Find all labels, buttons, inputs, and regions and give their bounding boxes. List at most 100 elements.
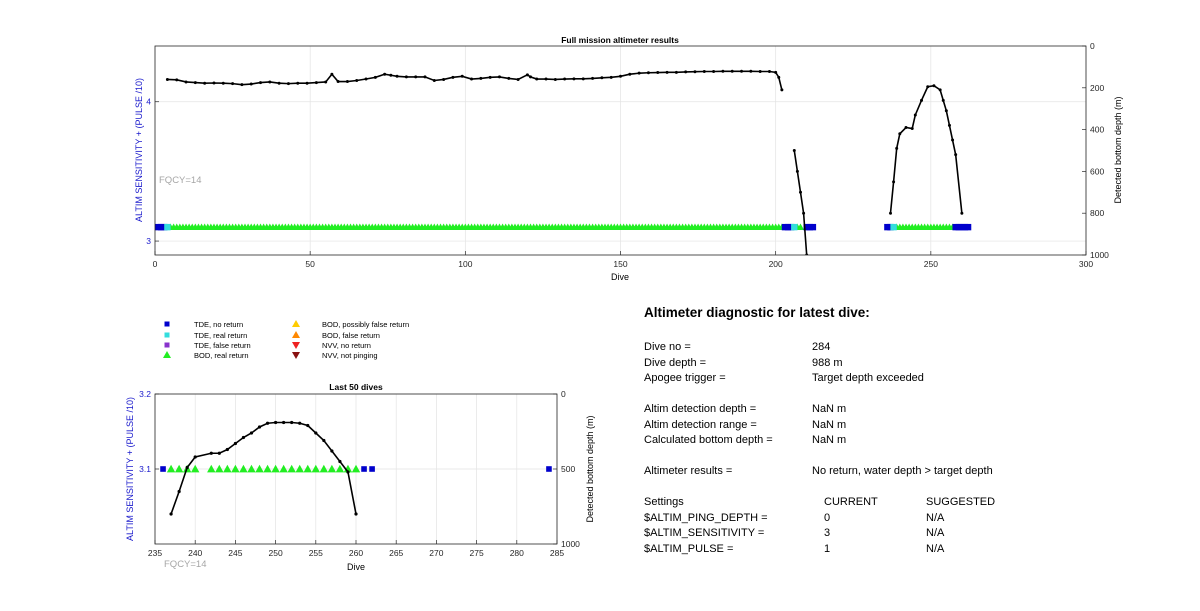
bottom-depth-point <box>414 75 418 79</box>
bottom-depth-point <box>221 81 225 85</box>
bod-real-return-marker <box>191 464 200 473</box>
bottom-depth-point <box>749 69 753 73</box>
bottom-depth-point <box>184 80 188 84</box>
bottom-depth-point <box>944 109 948 113</box>
bottom-depth-point <box>240 83 244 87</box>
legend-item: NVV, not pinging <box>292 351 378 360</box>
y2-tick-label: 0 <box>1090 41 1095 51</box>
bottom-depth-point <box>282 420 286 425</box>
bottom-depth-point <box>941 98 945 102</box>
bottom-depth-point <box>802 211 806 215</box>
bottom-depth-point <box>249 431 254 435</box>
diagnostic-label: Dive no = <box>644 341 691 353</box>
tde-no-return-marker <box>160 466 166 472</box>
bottom-depth-point <box>404 75 408 79</box>
bottom-depth-point <box>479 76 483 80</box>
tde-no-return-marker <box>361 466 367 472</box>
bottom-depth-point <box>165 77 169 81</box>
bottom-depth-point <box>572 77 576 81</box>
diagnostic-row: Apogee trigger = Target depth exceeded <box>644 372 1164 388</box>
bottom-depth-point <box>470 77 474 81</box>
settings-current: 1 <box>824 543 831 555</box>
bottom-depth-point <box>960 211 964 215</box>
y2-tick-label: 800 <box>1090 208 1104 218</box>
bottom-depth-point <box>432 78 436 82</box>
bottom-y-axis-label: ALTIM SENSITIVITY + (PULSE /10) <box>125 397 135 541</box>
x-tick-label: 240 <box>188 548 202 558</box>
bod-real-return-marker <box>174 464 184 473</box>
bottom-depth-point <box>591 76 595 80</box>
tde-real-return-marker <box>890 223 897 231</box>
bottom-depth-point <box>920 98 924 102</box>
top-fqcy-annotation: FQCY=14 <box>159 175 202 186</box>
bottom-depth-point <box>193 81 197 85</box>
bottom-depth-point <box>712 69 716 73</box>
bottom-depth-point <box>277 81 281 85</box>
bottom-depth-point <box>175 78 179 82</box>
bottom-depth-point <box>336 80 340 84</box>
settings-suggested: N/A <box>926 527 945 539</box>
bottom-depth-point <box>721 69 725 73</box>
bottom-depth-point <box>488 75 492 79</box>
diagnostic-value: No return, water depth > target depth <box>812 465 993 477</box>
bottom-depth-point <box>203 81 207 85</box>
bod-real-return-marker <box>231 464 240 473</box>
x-tick-label: 235 <box>148 548 162 558</box>
bottom-depth-point <box>525 73 529 77</box>
top-chart-title: Full mission altimeter results <box>561 35 679 45</box>
bottom-depth-point <box>581 77 585 81</box>
last-50-dives-chart: 235 240 245 250 255 260 265 270 275 280 285 3.1 3.2 0… <box>125 382 595 572</box>
bottom-depth-point <box>529 75 533 79</box>
y-tick-label: 3.1 <box>139 464 151 474</box>
bottom-depth-point <box>516 77 520 81</box>
diagnostic-row: Dive depth = 988 m <box>644 357 1164 373</box>
bottom-depth-point <box>780 88 784 92</box>
bottom-depth-point <box>451 75 455 79</box>
bottom-depth-point <box>305 81 309 85</box>
bottom-depth-point <box>684 70 688 74</box>
y-tick-label: 4 <box>146 97 151 107</box>
bottom-depth-point <box>674 70 678 74</box>
x-tick-label: 250 <box>269 548 283 558</box>
bottom-depth-point <box>730 69 734 73</box>
legend-label: TDE, false return <box>194 341 251 350</box>
legend-item: TDE, no return <box>164 320 243 329</box>
settings-suggested: N/A <box>926 543 945 555</box>
diagnostic-label: Apogee trigger = <box>644 372 726 384</box>
settings-header-row: Settings CURRENT SUGGESTED <box>644 496 1164 512</box>
legend-item: NVV, no return <box>292 341 371 350</box>
bottom-depth-point <box>330 449 334 453</box>
y-tick-label: 3.2 <box>139 389 151 399</box>
bod-real-return-marker <box>327 464 337 473</box>
bottom-depth-point <box>938 88 942 92</box>
bottom-depth-point <box>322 438 326 443</box>
bottom-depth-point <box>926 85 930 89</box>
diagnostic-label: Altimeter results = <box>644 465 733 477</box>
bod-real-return-marker <box>279 464 288 473</box>
bottom-depth-point <box>563 77 567 81</box>
bottom-depth-point <box>609 75 613 79</box>
bottom-depth-point <box>274 420 278 425</box>
bottom-depth-point <box>364 77 368 81</box>
bod-real-return-marker <box>287 464 296 473</box>
x-tick-label: 250 <box>924 259 938 269</box>
bottom-depth-point <box>324 80 328 84</box>
diagnostic-value: NaN m <box>812 419 847 431</box>
bottom-depth-point <box>241 435 246 440</box>
bottom-depth-point <box>389 73 393 77</box>
x-tick-label: 280 <box>510 548 524 558</box>
bottom-depth-point <box>265 421 270 425</box>
bottom-depth-point <box>209 451 213 455</box>
bottom-depth-point <box>185 465 189 470</box>
bottom-depth-point <box>259 81 263 85</box>
bod-real-return-marker <box>271 464 280 473</box>
bottom-depth-point <box>346 470 350 474</box>
bottom-depth-point <box>355 78 359 82</box>
diagnostic-value: NaN m <box>812 403 847 415</box>
tde-real-return-marker <box>164 223 171 231</box>
full-mission-chart: 0 50 100 150 200 250 300 3 4 0 200 400 600 800 1000 Fu… <box>134 35 1123 282</box>
bottom-depth-point <box>767 69 771 73</box>
bottom-depth-point <box>507 76 511 80</box>
settings-current: 3 <box>824 527 831 539</box>
bottom-depth-point <box>895 146 899 150</box>
